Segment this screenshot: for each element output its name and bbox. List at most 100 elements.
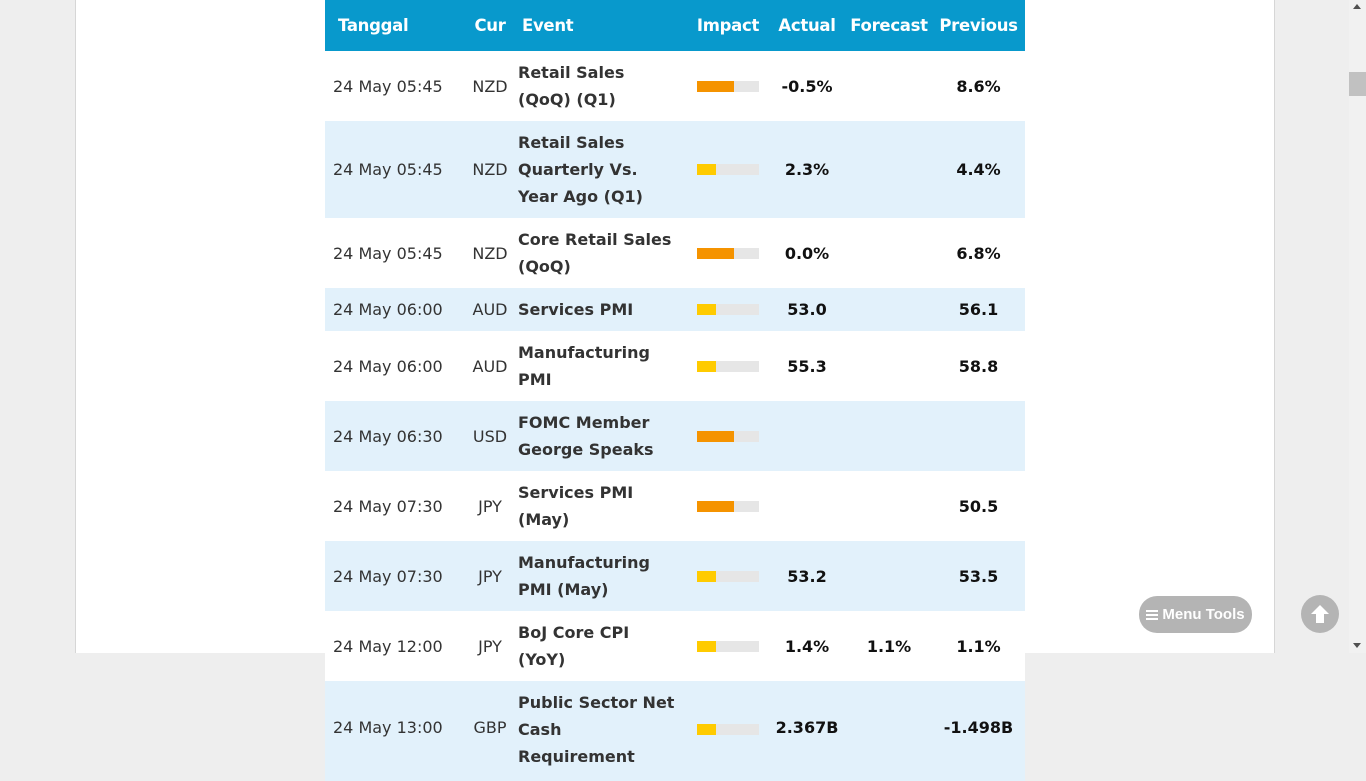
event-name[interactable]: Public Sector Net Cash Requirement: [518, 693, 675, 766]
event-previous: 8.6%: [956, 76, 1001, 96]
event-date: 24 May 05:45: [333, 243, 443, 263]
event-date: 24 May 06:00: [333, 300, 443, 319]
event-name[interactable]: Services PMI: [518, 300, 634, 319]
event-previous: 6.8%: [956, 243, 1001, 263]
economic-calendar-table: Tanggal Cur Event Impact Actual Forecast…: [325, 0, 1025, 781]
column-header-event[interactable]: Event: [522, 16, 574, 35]
event-actual: 2.367B: [775, 718, 839, 737]
impact-fill: [697, 304, 716, 315]
hamburger-icon: [1146, 609, 1159, 620]
event-name[interactable]: Manufacturing PMI (May): [518, 553, 650, 599]
impact-fill: [697, 164, 716, 175]
page-content: Tanggal Cur Event Impact Actual Forecast…: [75, 0, 1275, 781]
event-previous: [932, 401, 1025, 471]
impact-indicator: [688, 218, 768, 288]
event-date: 24 May 06:30: [333, 426, 443, 446]
event-date: 24 May 12:00: [333, 636, 443, 656]
event-currency: NZD: [472, 160, 508, 179]
event-currency: AUD: [472, 300, 508, 319]
event-currency: JPY: [478, 496, 502, 516]
impact-indicator: [688, 121, 768, 218]
impact-bar: [697, 570, 759, 582]
event-name[interactable]: Core Retail Sales (QoQ): [518, 230, 672, 276]
table-row: 24 May 05:45 NZD Retail Sales Quarterly …: [325, 121, 1025, 218]
table-row: 24 May 13:00 GBP Public Sector Net Cash …: [325, 681, 1025, 781]
event-forecast: [846, 401, 932, 471]
event-currency: JPY: [478, 636, 502, 656]
impact-bar: [697, 430, 759, 442]
impact-fill: [697, 80, 735, 92]
event-previous: 4.4%: [956, 160, 1001, 179]
scroll-down-arrow-icon[interactable]: [1353, 643, 1361, 648]
event-previous: 58.8: [958, 356, 999, 376]
impact-bar: [697, 500, 759, 512]
column-header-actual[interactable]: Actual: [778, 16, 836, 35]
table-row: 24 May 07:30 JPY Manufacturing PMI (May)…: [325, 541, 1025, 611]
event-currency: NZD: [472, 243, 508, 263]
column-header-currency[interactable]: Cur: [474, 16, 506, 35]
table-row: 24 May 06:30 USD FOMC Member George Spea…: [325, 401, 1025, 471]
impact-indicator: [688, 681, 768, 781]
impact-fill: [697, 247, 735, 259]
economic-calendar: Tanggal Cur Event Impact Actual Forecast…: [325, 0, 1025, 781]
event-actual: 53.0: [787, 300, 827, 319]
impact-fill: [697, 640, 716, 652]
impact-bar: [697, 304, 759, 315]
event-name[interactable]: Retail Sales Quarterly Vs. Year Ago (Q1): [518, 133, 643, 206]
column-header-forecast[interactable]: Forecast: [850, 16, 928, 35]
impact-indicator: [688, 541, 768, 611]
menu-tools-label: Menu Tools: [1162, 606, 1245, 623]
event-previous: 50.5: [958, 496, 999, 516]
impact-indicator: [688, 288, 768, 331]
event-name[interactable]: BoJ Core CPI (YoY): [518, 623, 630, 669]
event-actual: 55.3: [787, 356, 827, 376]
impact-bar: [697, 360, 759, 372]
column-header-impact[interactable]: Impact: [696, 16, 760, 35]
impact-bar: [697, 247, 759, 259]
event-date: 24 May 07:30: [333, 566, 443, 586]
impact-bar: [697, 80, 759, 92]
table-row: 24 May 12:00 JPY BoJ Core CPI (YoY) 1.4%…: [325, 611, 1025, 681]
vertical-scrollbar[interactable]: [1349, 0, 1366, 653]
impact-indicator: [688, 331, 768, 401]
impact-fill: [697, 430, 735, 442]
event-date: 24 May 05:45: [333, 76, 443, 96]
column-header-date[interactable]: Tanggal: [338, 16, 409, 35]
event-actual: [768, 401, 846, 471]
table-header-row: Tanggal Cur Event Impact Actual Forecast…: [325, 0, 1025, 51]
event-forecast: [846, 288, 932, 331]
event-currency: GBP: [473, 718, 507, 737]
event-previous: -1.498B: [943, 718, 1014, 737]
impact-fill: [697, 500, 735, 512]
event-previous: 56.1: [958, 300, 999, 319]
scrollbar-thumb[interactable]: [1349, 72, 1366, 96]
event-previous: 1.1%: [956, 636, 1001, 656]
event-date: 24 May 06:00: [333, 356, 443, 376]
table-row: 24 May 06:00 AUD Manufacturing PMI 55.3 …: [325, 331, 1025, 401]
event-forecast: [846, 541, 932, 611]
event-forecast: [846, 51, 932, 121]
event-forecast: 1.1%: [866, 636, 912, 656]
event-name[interactable]: Services PMI (May): [518, 483, 634, 529]
menu-tools-button[interactable]: Menu Tools: [1139, 596, 1252, 633]
event-name[interactable]: Manufacturing PMI: [518, 343, 650, 389]
event-name[interactable]: Retail Sales (QoQ) (Q1): [518, 63, 625, 109]
impact-indicator: [688, 471, 768, 541]
event-forecast: [846, 218, 932, 288]
event-actual: 53.2: [787, 566, 827, 586]
scroll-to-top-button[interactable]: [1301, 595, 1339, 633]
scroll-up-arrow-icon[interactable]: [1353, 4, 1361, 9]
impact-bar: [697, 640, 759, 652]
event-currency: AUD: [472, 356, 508, 376]
event-name[interactable]: FOMC Member George Speaks: [518, 413, 654, 459]
impact-indicator: [688, 611, 768, 681]
table-row: 24 May 05:45 NZD Retail Sales (QoQ) (Q1)…: [325, 51, 1025, 121]
impact-indicator: [688, 51, 768, 121]
event-date: 24 May 05:45: [333, 160, 443, 179]
event-forecast: [846, 471, 932, 541]
event-actual: 0.0%: [784, 243, 830, 263]
event-actual: 2.3%: [784, 160, 830, 179]
column-header-previous[interactable]: Previous: [939, 16, 1018, 35]
event-forecast: [846, 121, 932, 218]
event-forecast: [846, 331, 932, 401]
